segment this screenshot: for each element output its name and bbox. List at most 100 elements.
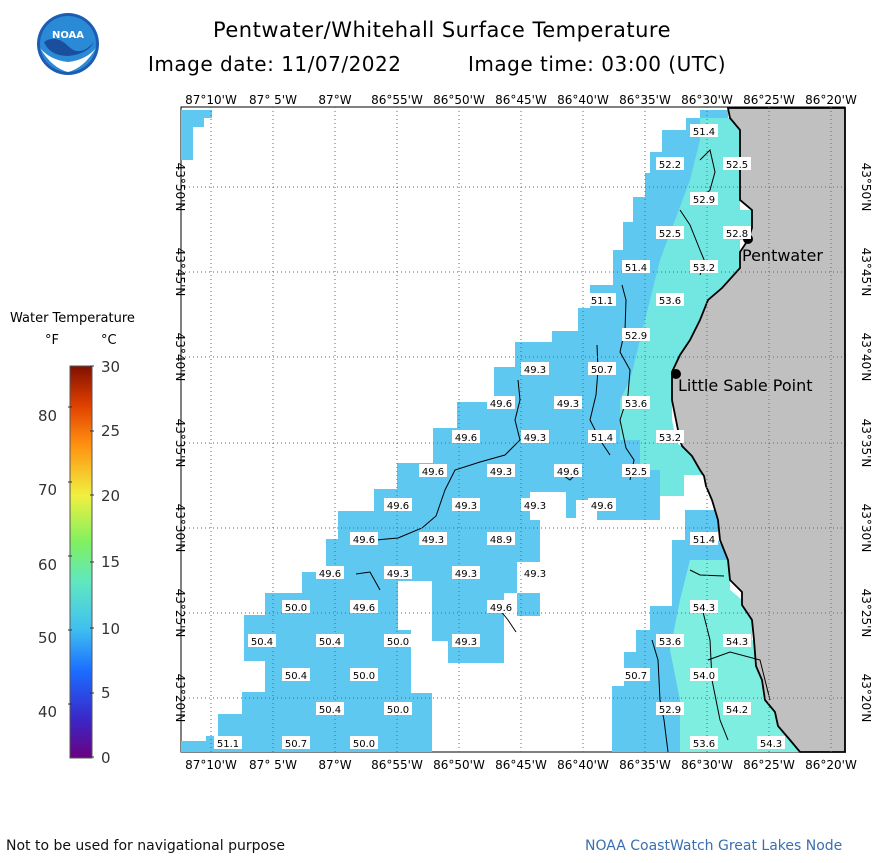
- temperature-value: 51.4: [693, 127, 715, 138]
- temperature-value: 54.2: [726, 705, 748, 716]
- temperature-value: 49.6: [422, 467, 444, 478]
- land-michigan: [671, 107, 846, 753]
- water-region-warm: [620, 118, 752, 496]
- footer-disclaimer: Not to be used for navigational purpose: [6, 838, 285, 854]
- longitude-label: 86°20'W: [805, 93, 857, 107]
- latitude-label: 43°30'N: [173, 504, 187, 553]
- temperature-value: 52.8: [726, 229, 748, 240]
- longitude-label: 86°30'W: [681, 93, 733, 107]
- temperature-value-label: 49.6: [588, 498, 616, 512]
- temperature-value: 54.0: [693, 671, 715, 682]
- latitude-label: 43°40'N: [173, 333, 187, 382]
- longitude-label: 86°25'W: [743, 758, 795, 772]
- temperature-value-label: 50.0: [282, 600, 310, 614]
- temperature-value: 50.0: [285, 603, 307, 614]
- temperature-value-label: 53.6: [622, 396, 650, 410]
- longitude-label: 87° 5'W: [249, 758, 297, 772]
- temperature-value-label: 49.3: [487, 464, 515, 478]
- temperature-value: 49.6: [591, 501, 613, 512]
- legend-f-tick: 70: [38, 481, 58, 499]
- temperature-value-label: 51.4: [690, 124, 718, 138]
- temperature-value: 49.3: [455, 637, 477, 648]
- place-label-pentwater: Pentwater: [742, 246, 823, 265]
- temperature-value-label: 52.5: [723, 157, 751, 171]
- temperature-value-label: 53.6: [690, 736, 718, 750]
- legend-c-tick: 5: [101, 684, 111, 702]
- temperature-value-label: 49.6: [350, 600, 378, 614]
- temperature-value: 52.2: [659, 160, 681, 171]
- legend-unit-f: °F: [45, 333, 59, 348]
- temperature-value-label: 51.1: [588, 293, 616, 307]
- temperature-value: 53.6: [693, 739, 715, 750]
- legend-unit-c: °C: [101, 333, 117, 348]
- temperature-value-label: 50.4: [316, 634, 344, 648]
- temperature-value: 49.6: [353, 535, 375, 546]
- temperature-value-label: 48.9: [487, 532, 515, 546]
- temperature-value: 50.0: [353, 739, 375, 750]
- temperature-value: 51.4: [693, 535, 715, 546]
- latitude-label: 43°20'N: [859, 674, 873, 723]
- temperature-value-label: 49.6: [350, 532, 378, 546]
- latitude-label: 43°35'N: [173, 419, 187, 468]
- temperature-value-label: 51.4: [588, 430, 616, 444]
- legend-c-tick: 0: [101, 749, 111, 767]
- longitude-label: 87°W: [318, 93, 351, 107]
- longitude-label: 87°10'W: [185, 93, 237, 107]
- latitude-label: 43°25'N: [859, 589, 873, 638]
- longitude-label: 86°40'W: [557, 758, 609, 772]
- latitude-label: 43°25'N: [173, 589, 187, 638]
- temperature-value: 50.4: [285, 671, 307, 682]
- temperature-value-label: 52.5: [656, 226, 684, 240]
- temperature-value: 51.1: [591, 296, 613, 307]
- temperature-value-label: 50.4: [282, 668, 310, 682]
- longitude-label: 86°45'W: [495, 93, 547, 107]
- temperature-value: 49.6: [319, 569, 341, 580]
- temperature-value: 51.1: [217, 739, 239, 750]
- longitude-label: 86°20'W: [805, 758, 857, 772]
- latitude-label: 43°45'N: [859, 248, 873, 297]
- latitude-label: 43°45'N: [173, 248, 187, 297]
- temperature-value: 48.9: [490, 535, 512, 546]
- temperature-value-label: 49.3: [452, 634, 480, 648]
- temperature-value: 52.5: [625, 467, 647, 478]
- longitude-label: 86°35'W: [619, 758, 671, 772]
- legend-c-tick: 20: [101, 487, 121, 505]
- longitude-label: 86°55'W: [371, 758, 423, 772]
- temperature-value-label: 51.4: [690, 532, 718, 546]
- temperature-value-label: 49.6: [316, 566, 344, 580]
- temperature-value-label: 49.3: [384, 566, 412, 580]
- temperature-value: 54.3: [726, 637, 748, 648]
- longitude-label: 86°35'W: [619, 93, 671, 107]
- temperature-value-label: 49.3: [521, 566, 549, 580]
- temperature-value: 49.6: [490, 603, 512, 614]
- longitude-label: 86°40'W: [557, 93, 609, 107]
- longitude-label: 86°30'W: [681, 758, 733, 772]
- temperature-value-label: 49.3: [452, 498, 480, 512]
- temperature-value-label: 49.3: [521, 362, 549, 376]
- temperature-value: 53.2: [659, 433, 681, 444]
- longitude-label: 86°45'W: [495, 758, 547, 772]
- temperature-value-label: 49.6: [487, 396, 515, 410]
- color-scale-bar: [68, 365, 94, 759]
- temperature-value: 49.6: [455, 433, 477, 444]
- temperature-value-label: 54.3: [723, 634, 751, 648]
- temperature-value: 49.6: [353, 603, 375, 614]
- temperature-value-label: 49.6: [452, 430, 480, 444]
- longitude-label: 86°50'W: [433, 93, 485, 107]
- temperature-value: 49.3: [524, 365, 546, 376]
- temperature-value: 50.0: [353, 671, 375, 682]
- temperature-value: 49.6: [557, 467, 579, 478]
- temperature-value-label: 50.4: [316, 702, 344, 716]
- temperature-value-label: 54.3: [690, 600, 718, 614]
- temperature-value-label: 54.3: [757, 736, 785, 750]
- temperature-value-label: 49.6: [384, 498, 412, 512]
- temperature-value-label: 50.7: [622, 668, 650, 682]
- temperature-value: 52.9: [659, 705, 681, 716]
- temperature-value: 49.3: [524, 501, 546, 512]
- temperature-value: 53.6: [625, 399, 647, 410]
- longitude-label: 86°25'W: [743, 93, 795, 107]
- temperature-value-label: 49.3: [554, 396, 582, 410]
- temperature-value-label: 51.1: [214, 736, 242, 750]
- temperature-value-label: 51.4: [622, 260, 650, 274]
